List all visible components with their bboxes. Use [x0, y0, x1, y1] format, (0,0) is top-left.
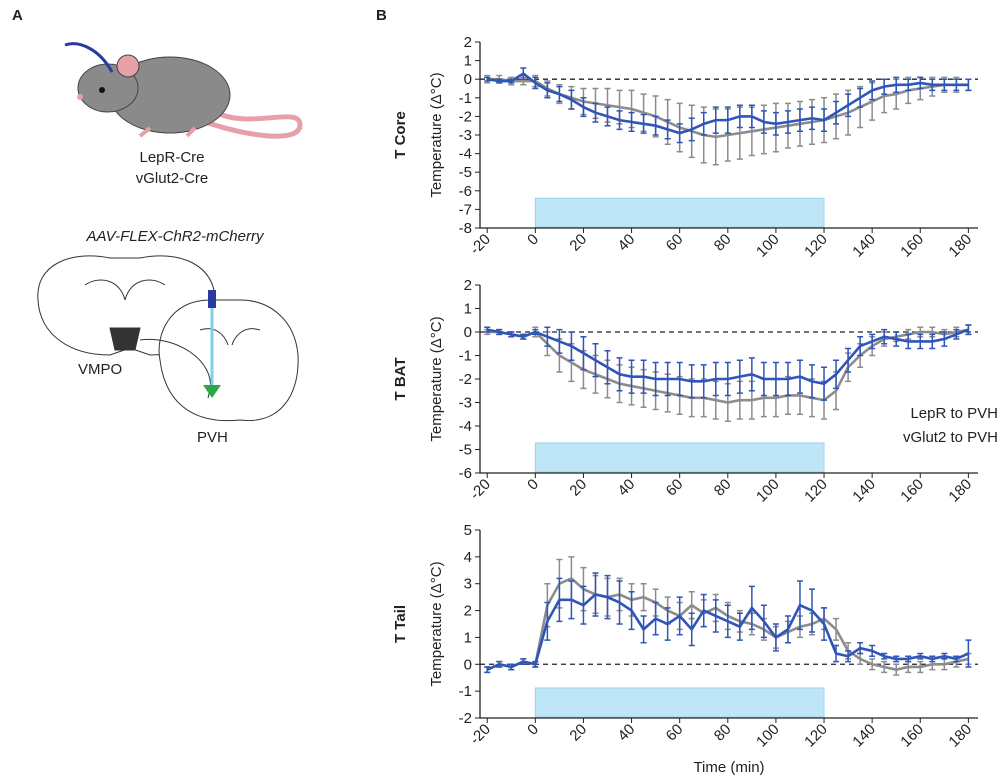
x-tick-label: 40 [615, 721, 639, 745]
y-tick-label: 2 [464, 603, 472, 620]
x-axis-label: Time (min) [693, 759, 764, 776]
series-line [486, 328, 969, 386]
x-tick-label: 60 [663, 231, 687, 255]
legend-entry: LepR to PVH [910, 405, 998, 422]
error-bar [965, 78, 972, 92]
x-tick-label: 40 [615, 476, 639, 500]
row-label: T Tail [392, 605, 409, 643]
mouse-label: LepR-Cre [139, 149, 204, 166]
stimulus-band [534, 442, 825, 473]
x-tick-label: 120 [801, 721, 831, 751]
y-tick-label: -8 [459, 220, 472, 237]
y-tick-label: -1 [459, 683, 472, 700]
x-tick-label: 140 [849, 231, 879, 261]
y-tick-label: -1 [459, 90, 472, 107]
row-label: T BAT [392, 357, 409, 400]
y-tick-label: -4 [459, 418, 472, 435]
x-tick-label: 140 [849, 721, 879, 751]
y-tick-label: -5 [459, 442, 472, 459]
y-tick-label: 0 [464, 324, 472, 341]
y-axis-label: Temperature (Δ°C) [428, 72, 445, 197]
x-tick-label: 80 [711, 476, 735, 500]
x-tick-label: 0 [524, 231, 542, 249]
x-tick-label: 140 [849, 476, 879, 506]
x-tick-label: 120 [801, 231, 831, 261]
panel-label: A [12, 7, 23, 24]
brain-illustration [37, 255, 299, 422]
x-tick-label: 20 [566, 721, 590, 745]
x-tick-label: 160 [897, 476, 927, 506]
region-label: VMPO [78, 361, 122, 378]
x-tick-label: 100 [753, 721, 783, 751]
y-tick-label: 0 [464, 656, 472, 673]
x-tick-label: 40 [615, 231, 639, 255]
x-tick-label: 0 [524, 476, 542, 494]
x-tick-label: 0 [524, 721, 542, 739]
y-tick-label: -4 [459, 146, 472, 163]
error-bar [484, 326, 491, 333]
y-tick-label: 1 [464, 301, 472, 318]
y-tick-label: -7 [459, 201, 472, 218]
x-tick-label: 80 [711, 721, 735, 745]
x-tick-label: 160 [897, 721, 927, 751]
y-tick-label: 5 [464, 522, 472, 539]
panel-label: B [376, 7, 387, 24]
y-tick-label: -6 [459, 465, 472, 482]
legend-entry: vGlut2 to PVH [903, 429, 998, 446]
y-tick-label: 1 [464, 53, 472, 70]
x-tick-label: 60 [663, 721, 687, 745]
stimulus-band [534, 197, 825, 228]
row-label: T Core [392, 111, 409, 159]
y-tick-label: -2 [459, 710, 472, 727]
error-bar [965, 639, 972, 668]
y-tick-label: 1 [464, 629, 472, 646]
x-tick-label: 80 [711, 231, 735, 255]
y-tick-label: -2 [459, 371, 472, 388]
series-line [487, 72, 969, 135]
error-bar [484, 666, 491, 674]
pvh-region [203, 385, 221, 398]
y-tick-label: -2 [459, 108, 472, 125]
y-tick-label: 3 [464, 576, 472, 593]
mouse-label: vGlut2-Cre [136, 170, 209, 187]
fiber-optic [208, 290, 216, 308]
y-tick-label: 4 [464, 549, 472, 566]
x-tick-label: 160 [897, 231, 927, 261]
y-tick-label: 2 [464, 277, 472, 294]
mouse-illustration [64, 42, 303, 139]
virus-label: AAV-FLEX-ChR2-mCherry [86, 228, 265, 245]
y-axis-label: Temperature (Δ°C) [428, 561, 445, 686]
x-tick-label: 20 [566, 476, 590, 500]
y-tick-label: 0 [464, 71, 472, 88]
y-axis-label: Temperature (Δ°C) [428, 316, 445, 441]
x-tick-label: 60 [663, 476, 687, 500]
x-tick-label: 180 [945, 231, 975, 261]
x-tick-label: 100 [753, 231, 783, 261]
y-tick-label: -6 [459, 183, 472, 200]
series-line [486, 593, 969, 671]
x-tick-label: 180 [945, 721, 975, 751]
x-tick-label: 180 [945, 476, 975, 506]
x-tick-label: 20 [566, 231, 590, 255]
error-bar [965, 324, 972, 336]
y-tick-label: -3 [459, 395, 472, 412]
stimulus-band [534, 687, 825, 718]
region-label: PVH [197, 429, 228, 446]
y-tick-label: -3 [459, 127, 472, 144]
y-tick-label: -1 [459, 348, 472, 365]
x-tick-label: 100 [753, 476, 783, 506]
x-tick-label: 120 [801, 476, 831, 506]
y-tick-label: 2 [464, 34, 472, 51]
y-tick-label: -5 [459, 164, 472, 181]
